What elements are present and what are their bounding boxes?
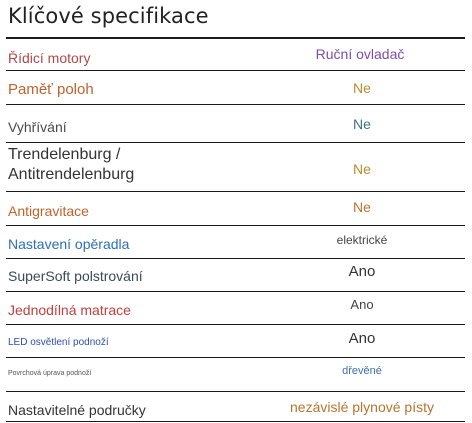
- row-divider: [6, 357, 465, 358]
- spec-value: Ano: [348, 330, 376, 347]
- spec-row-led: LED osvětlení podnoží Ano: [6, 325, 465, 357]
- spec-value: Ne: [353, 199, 371, 215]
- spec-label: Povrchová úprava podnoží: [8, 370, 92, 377]
- spec-value: Ne: [353, 116, 371, 132]
- spec-row-position-memory: Paměť poloh Ne: [6, 71, 465, 104]
- spec-value: Ne: [353, 161, 371, 177]
- row-divider: [6, 258, 465, 259]
- spec-label: Trendelenburg / Antitrendelenburg: [8, 146, 135, 183]
- row-divider: [6, 142, 465, 143]
- spec-value: Ne: [353, 80, 371, 96]
- spec-label: Nastavení opěradla: [8, 236, 130, 252]
- row-divider: [6, 391, 465, 392]
- spec-row-finish: Povrchová úprava podnoží dřevěné: [6, 358, 465, 391]
- spec-label: LED osvětlení podnoží: [8, 337, 109, 348]
- title-divider: [6, 37, 465, 39]
- spec-label: Nastavitelné područky: [8, 402, 146, 418]
- spec-label: SuperSoft polstrování: [8, 268, 143, 284]
- row-divider: [6, 421, 465, 422]
- spec-row-heating: Vyhřívání Ne: [6, 105, 465, 142]
- spec-row-control-motors: Řídicí motory Ruční ovladač: [6, 38, 465, 70]
- spec-value: Ano: [350, 297, 374, 312]
- spec-value: elektrické: [336, 233, 388, 247]
- row-divider: [6, 70, 465, 71]
- spec-value: nezávislé plynové písty: [290, 399, 434, 415]
- spec-label: Vyhřívání: [8, 119, 67, 135]
- spec-row-mattress: Jednodílná matrace Ano: [6, 292, 465, 324]
- spec-label: Paměť poloh: [8, 81, 94, 98]
- spec-row-backrest: Nastavení opěradla elektrické: [6, 226, 465, 258]
- specs-title: Klíčové specifikace: [8, 4, 209, 28]
- spec-row-armrests: Nastavitelné područky nezávislé plynové …: [6, 392, 465, 422]
- spec-value: Ano: [348, 263, 376, 280]
- row-divider: [6, 191, 465, 192]
- spec-label: Řídicí motory: [8, 50, 91, 66]
- row-divider: [6, 225, 465, 226]
- row-divider: [6, 324, 465, 325]
- spec-row-trendelenburg: Trendelenburg / Antitrendelenburg Ne: [6, 143, 465, 191]
- spec-label: Antigravitace: [8, 203, 89, 219]
- row-divider: [6, 291, 465, 292]
- spec-row-antigravity: Antigravitace Ne: [6, 192, 465, 225]
- spec-row-supersoft: SuperSoft polstrování Ano: [6, 259, 465, 291]
- spec-label: Jednodílná matrace: [8, 302, 131, 318]
- spec-value: Ruční ovladač: [315, 46, 405, 62]
- row-divider: [6, 104, 465, 105]
- spec-value: dřevěné: [342, 365, 382, 377]
